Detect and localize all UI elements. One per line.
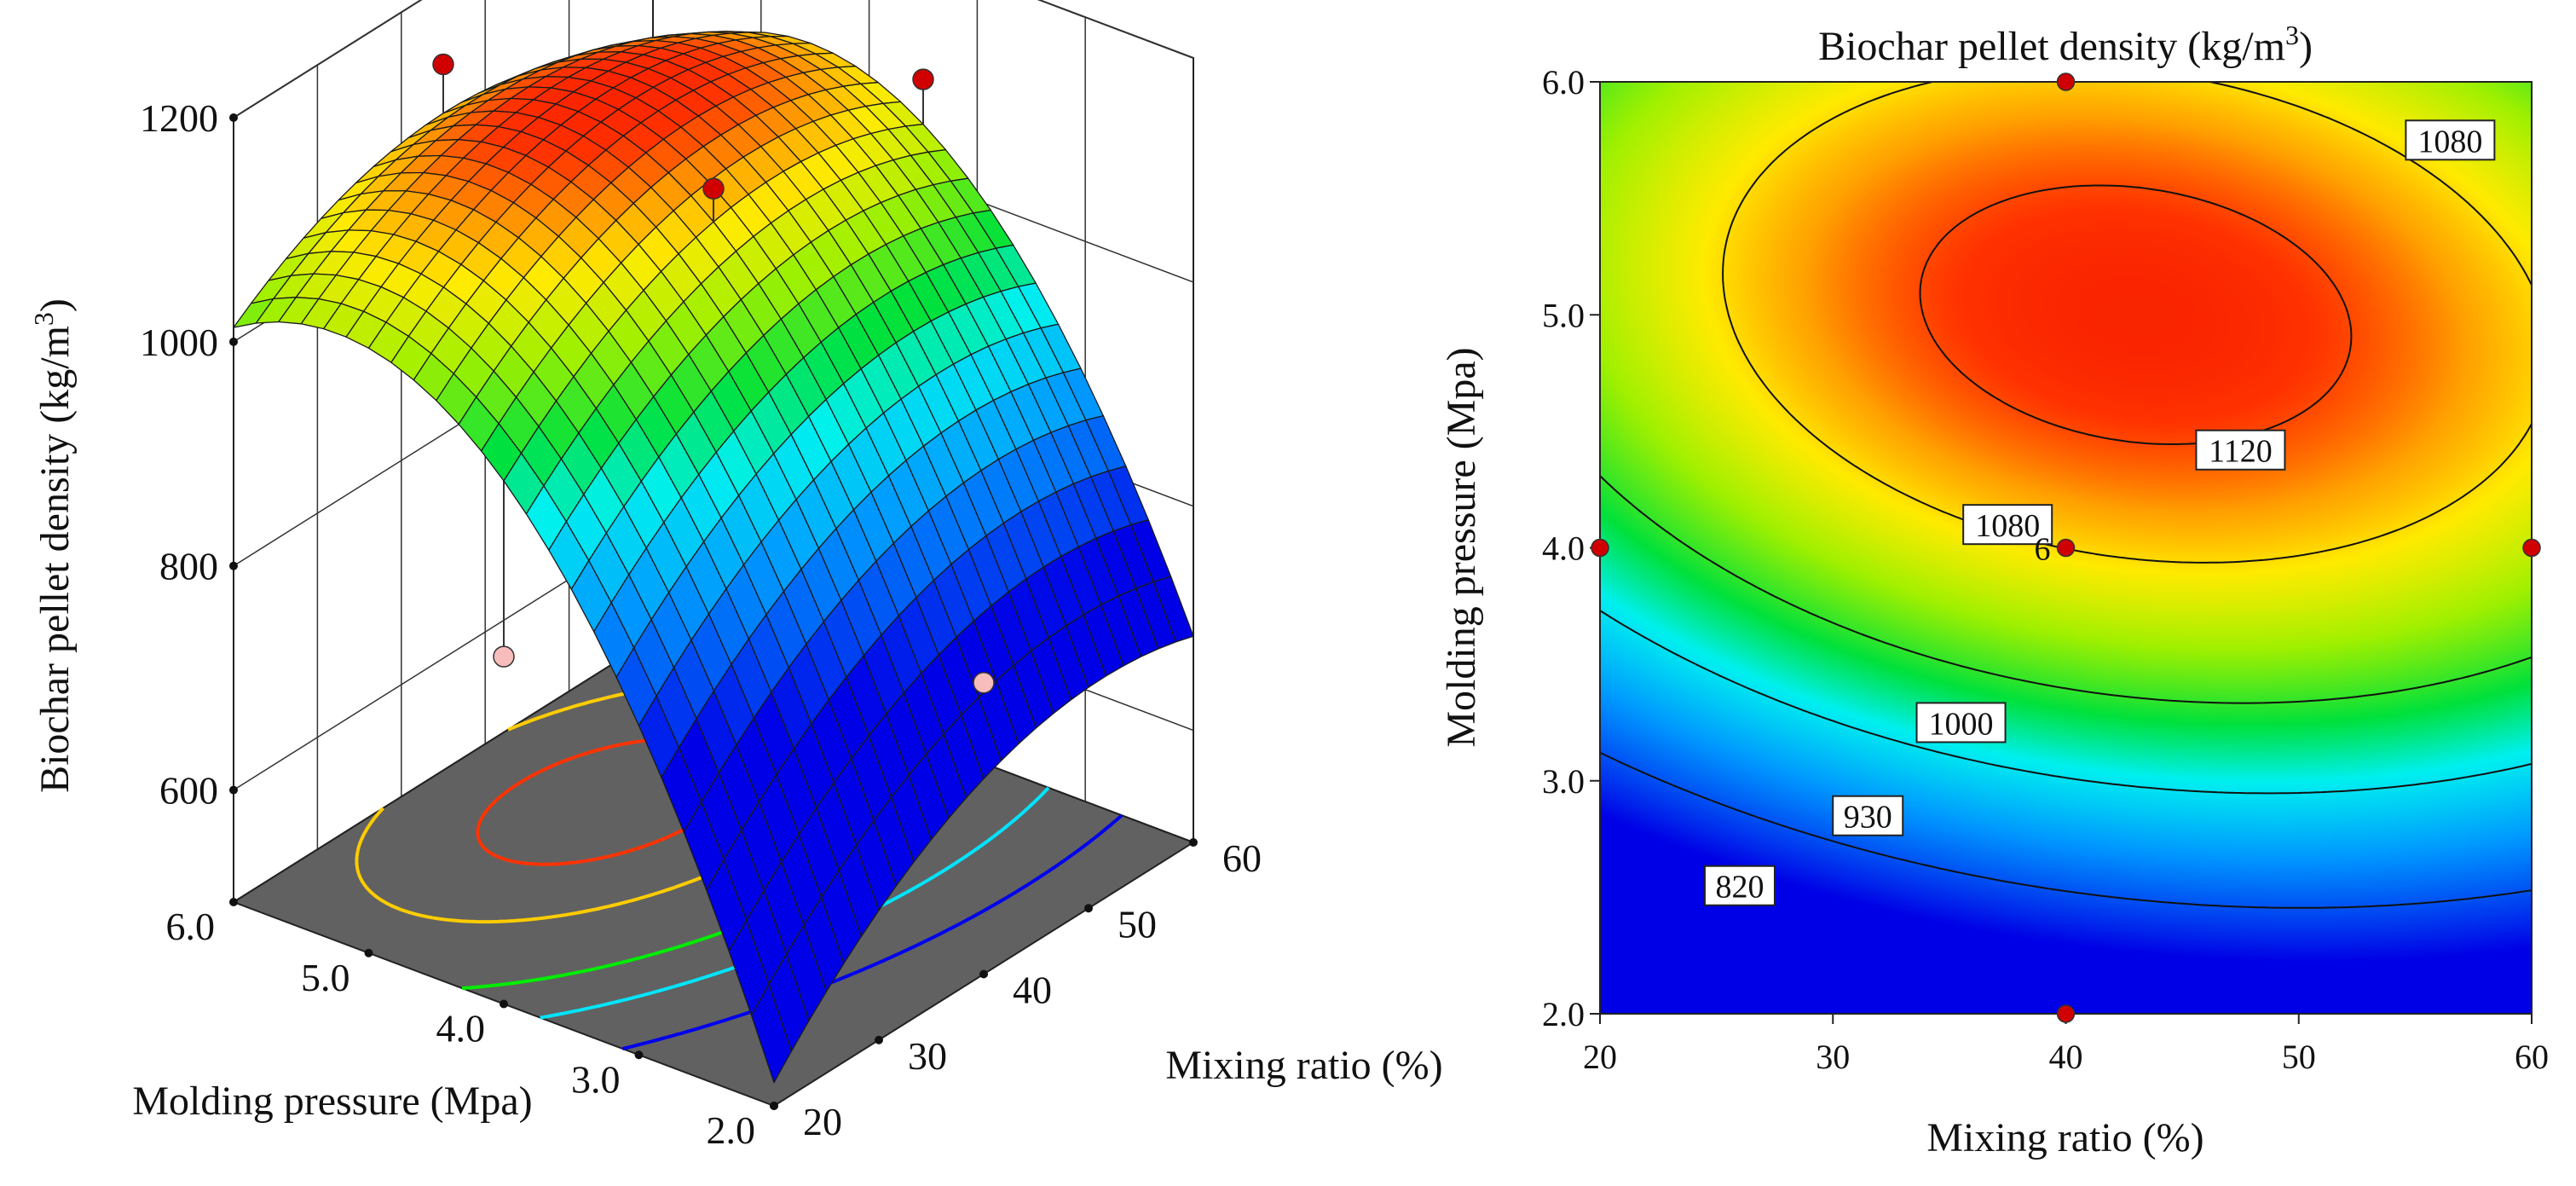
contour-line-820 <box>1600 751 2532 909</box>
design-point-below <box>973 672 995 694</box>
contour-label: 820 <box>1703 865 1776 906</box>
response-surface-chart: 6008001000120020304050602.03.04.05.06.0 … <box>28 0 1443 1152</box>
y-tick-label: 4.0 <box>436 1007 486 1050</box>
y-tick-label: 3.0 <box>571 1057 621 1101</box>
x-tick-mark <box>875 1035 883 1044</box>
z-tick-mark <box>229 337 238 346</box>
contour-label: 1120 <box>2195 429 2286 471</box>
contour-label-text: 820 <box>1715 870 1764 905</box>
response-surface-mesh <box>233 31 1194 1084</box>
contour-label: 930 <box>1832 795 1904 836</box>
z-tick-label: 600 <box>159 769 218 813</box>
z-tick-label: 1000 <box>140 321 218 364</box>
x-tick-label: 30 <box>908 1034 947 1078</box>
design-point-above <box>912 68 934 90</box>
design-point-count: 6 <box>2035 532 2051 568</box>
y-tick-mark <box>770 1102 778 1110</box>
contour-label-box <box>1832 795 1904 836</box>
contour-label-text: 1000 <box>1929 706 1994 742</box>
y-tick-label: 5.0 <box>1542 296 1585 334</box>
z-tick-mark <box>229 113 238 122</box>
contour-axis-ticks: 20 30 40 50 60 2.0 3.0 4.0 5.0 6.0 <box>1542 63 2549 1076</box>
z-tick-label: 800 <box>159 545 218 588</box>
z-gridline <box>233 0 1194 119</box>
y-tick-mark <box>634 1050 644 1060</box>
design-point-below <box>493 645 515 668</box>
contour-label-box <box>1915 702 2007 743</box>
surface-design-points <box>432 53 995 694</box>
contour-label-box <box>1703 865 1776 906</box>
contour-label-box <box>2195 429 2286 471</box>
design-point <box>2522 538 2541 558</box>
contour-label-text: 1080 <box>1975 508 2040 544</box>
z-tick-mark <box>229 561 238 570</box>
contour-label-box <box>1962 504 2053 546</box>
x-tick-mark <box>979 969 988 979</box>
contour-label: 1080 <box>1962 504 2053 546</box>
y-tick-label: 6.0 <box>1542 63 1585 101</box>
x-tick-label: 50 <box>1118 902 1157 946</box>
x-tick-label: 40 <box>1013 969 1052 1012</box>
design-point <box>1591 538 1609 558</box>
x-tick-mark <box>1189 838 1198 847</box>
y-tick-label: 5.0 <box>301 956 350 999</box>
y-tick-label: 2.0 <box>1542 995 1585 1033</box>
y-tick-mark <box>229 898 238 906</box>
x-tick-label: 20 <box>1583 1038 1617 1076</box>
contour-chart: 20 30 40 50 60 2.0 3.0 4.0 5.0 6.0 820 930 1000 1080… <box>1439 20 2549 1160</box>
x-tick-label: 60 <box>1222 836 1262 880</box>
y-tick-label: 6.0 <box>166 905 216 948</box>
y-tick-label: 4.0 <box>1542 529 1585 568</box>
x-tick-label: 40 <box>2049 1038 2083 1076</box>
contour-label: 1080 <box>2405 119 2496 161</box>
y-tick-label: 2.0 <box>707 1108 756 1152</box>
contour-level-labels: 820 930 1000 1080 1080 1120 <box>1703 119 2496 906</box>
contour-label-text: 930 <box>1844 800 1892 836</box>
surface-z-axis-label: Biochar pellet density (kg/m3) <box>28 298 78 793</box>
contour-design-points: 6 <box>1591 72 2541 1023</box>
x-tick-mark <box>1084 904 1093 913</box>
design-point <box>2056 538 2076 558</box>
design-point <box>2056 72 2076 91</box>
contour-label: 1000 <box>1915 702 2007 743</box>
surface-cell <box>750 983 793 1084</box>
x-tick-label: 30 <box>1816 1038 1850 1076</box>
design-point <box>2056 1004 2076 1023</box>
contour-x-axis-label: Mixing ratio (%) <box>1926 1115 2203 1160</box>
y-tick-label: 3.0 <box>1542 762 1585 801</box>
contour-line-930 <box>1600 610 2532 795</box>
x-tick-label: 20 <box>803 1100 842 1143</box>
contour-label-text: 1120 <box>2209 434 2273 470</box>
surface-y-axis-label: Molding pressure (Mpa) <box>132 1079 532 1124</box>
contour-label-text: 1080 <box>2417 124 2482 159</box>
z-tick-mark <box>229 785 238 795</box>
x-tick-label: 60 <box>2515 1038 2549 1076</box>
x-tick-label: 50 <box>2282 1038 2316 1076</box>
z-tick-label: 1200 <box>140 96 218 140</box>
design-point-above <box>432 53 454 76</box>
design-point-above <box>702 177 725 200</box>
contour-label-box <box>2405 119 2496 161</box>
contour-title: Biochar pellet density (kg/m3) <box>1818 20 2313 69</box>
contour-y-axis-label: Molding pressure (Mpa) <box>1439 347 1484 747</box>
surface-x-axis-label: Mixing ratio (%) <box>1165 1043 1442 1088</box>
surface-ticks: 600 800 1000 1200 20 30 40 50 60 2.0 3.0 4.0 5.0 6.0 <box>140 96 1262 1152</box>
contour-line-1000 <box>1600 475 2532 704</box>
y-tick-mark <box>500 999 508 1009</box>
y-tick-mark <box>364 948 373 957</box>
